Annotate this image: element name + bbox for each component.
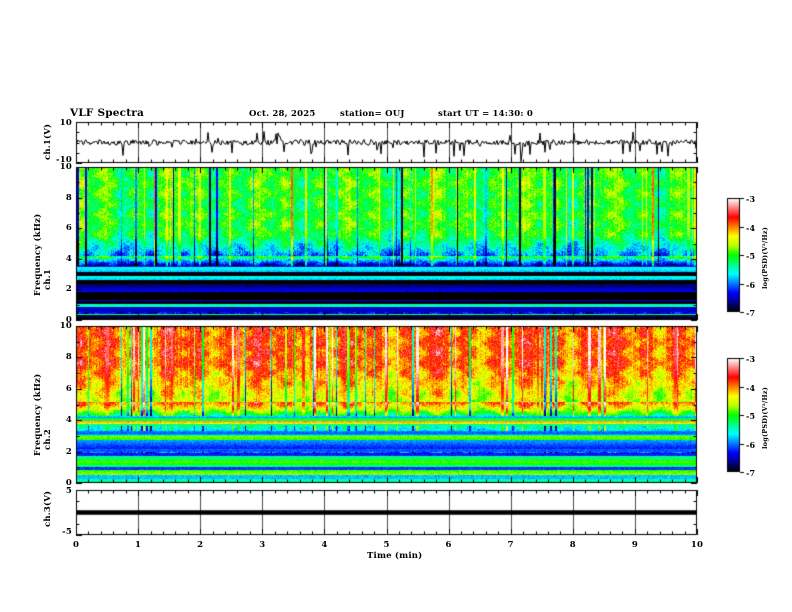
colorbar-1-tick-neg5: -5 <box>746 250 756 261</box>
colorbar-2-tick-neg7: -7 <box>746 467 756 478</box>
colorbar-2-tick-neg6: -6 <box>746 439 756 450</box>
x-tick-2: 2 <box>197 540 204 550</box>
colorbar-2-tick-neg5: -5 <box>746 410 756 421</box>
ytick-ch1v-1: -10 <box>56 154 72 165</box>
axis-label-ch2-name: ch.2 <box>43 428 53 450</box>
axis-label-time: Time (min) <box>367 551 423 561</box>
colorbar-1-tick-neg3: -3 <box>746 193 756 204</box>
colorbar-2-tick-neg3: -3 <box>746 353 756 364</box>
axis-label-ch1-name: ch.1 <box>43 268 53 290</box>
ytick-ch1f-8: 8 <box>65 192 72 203</box>
x-tick-4: 4 <box>321 540 328 550</box>
ytick-ch1f-6: 6 <box>65 222 72 233</box>
ytick-ch1f-0: 0 <box>65 314 72 325</box>
colorbar-1-tick-neg4: -4 <box>746 222 756 233</box>
ytick-ch2f-6: 6 <box>65 383 72 394</box>
colorbar-2-label: log(PSD)(V²/Hz) <box>761 387 769 450</box>
x-tick-5: 5 <box>383 540 390 550</box>
header-date: Oct. 28, 2025 <box>249 109 316 119</box>
x-tick-7: 7 <box>507 540 514 550</box>
x-tick-0: 0 <box>72 540 80 550</box>
colorbar-1-label: log(PSD)(V²/Hz) <box>761 227 769 290</box>
ytick-ch1f-2: 2 <box>65 283 72 294</box>
ytick-ch3v-1: -5 <box>62 526 72 537</box>
page-title: VLF Spectra <box>70 107 145 119</box>
ytick-ch3v-0: 5 <box>65 485 72 496</box>
ytick-ch1f-10: 10 <box>59 161 72 172</box>
ytick-ch2f-0: 0 <box>65 477 72 488</box>
x-tick-1: 1 <box>135 540 142 550</box>
x-tick-9: 9 <box>631 540 638 550</box>
axis-label-ch1-volts: ch.1(V) <box>43 123 53 160</box>
ytick-ch2f-2: 2 <box>65 446 72 457</box>
axis-label-ch3-volts: ch.3(V) <box>43 490 53 527</box>
colorbar-1-tick-neg7: -7 <box>746 307 756 318</box>
ytick-ch2f-8: 8 <box>65 351 72 362</box>
ytick-ch1v-0: 10 <box>59 117 72 128</box>
x-tick-6: 6 <box>445 540 452 550</box>
ytick-ch2f-4: 4 <box>65 414 72 425</box>
colorbar-1-tick-neg6: -6 <box>746 279 756 290</box>
header-station: station= OUJ <box>340 109 405 119</box>
header-start-ut: start UT = 14:30: 0 <box>438 109 533 119</box>
x-tick-3: 3 <box>259 540 266 550</box>
x-tick-10: 10 <box>690 540 704 550</box>
axis-label-ch2-frequency: Frequency (kHz) <box>33 373 43 456</box>
ytick-ch1f-4: 4 <box>65 253 72 264</box>
colorbar-2-tick-neg4: -4 <box>746 382 756 393</box>
x-tick-8: 8 <box>569 540 576 550</box>
axis-label-ch1-frequency: Frequency (kHz) <box>33 213 43 296</box>
ytick-ch2f-10: 10 <box>59 320 72 331</box>
